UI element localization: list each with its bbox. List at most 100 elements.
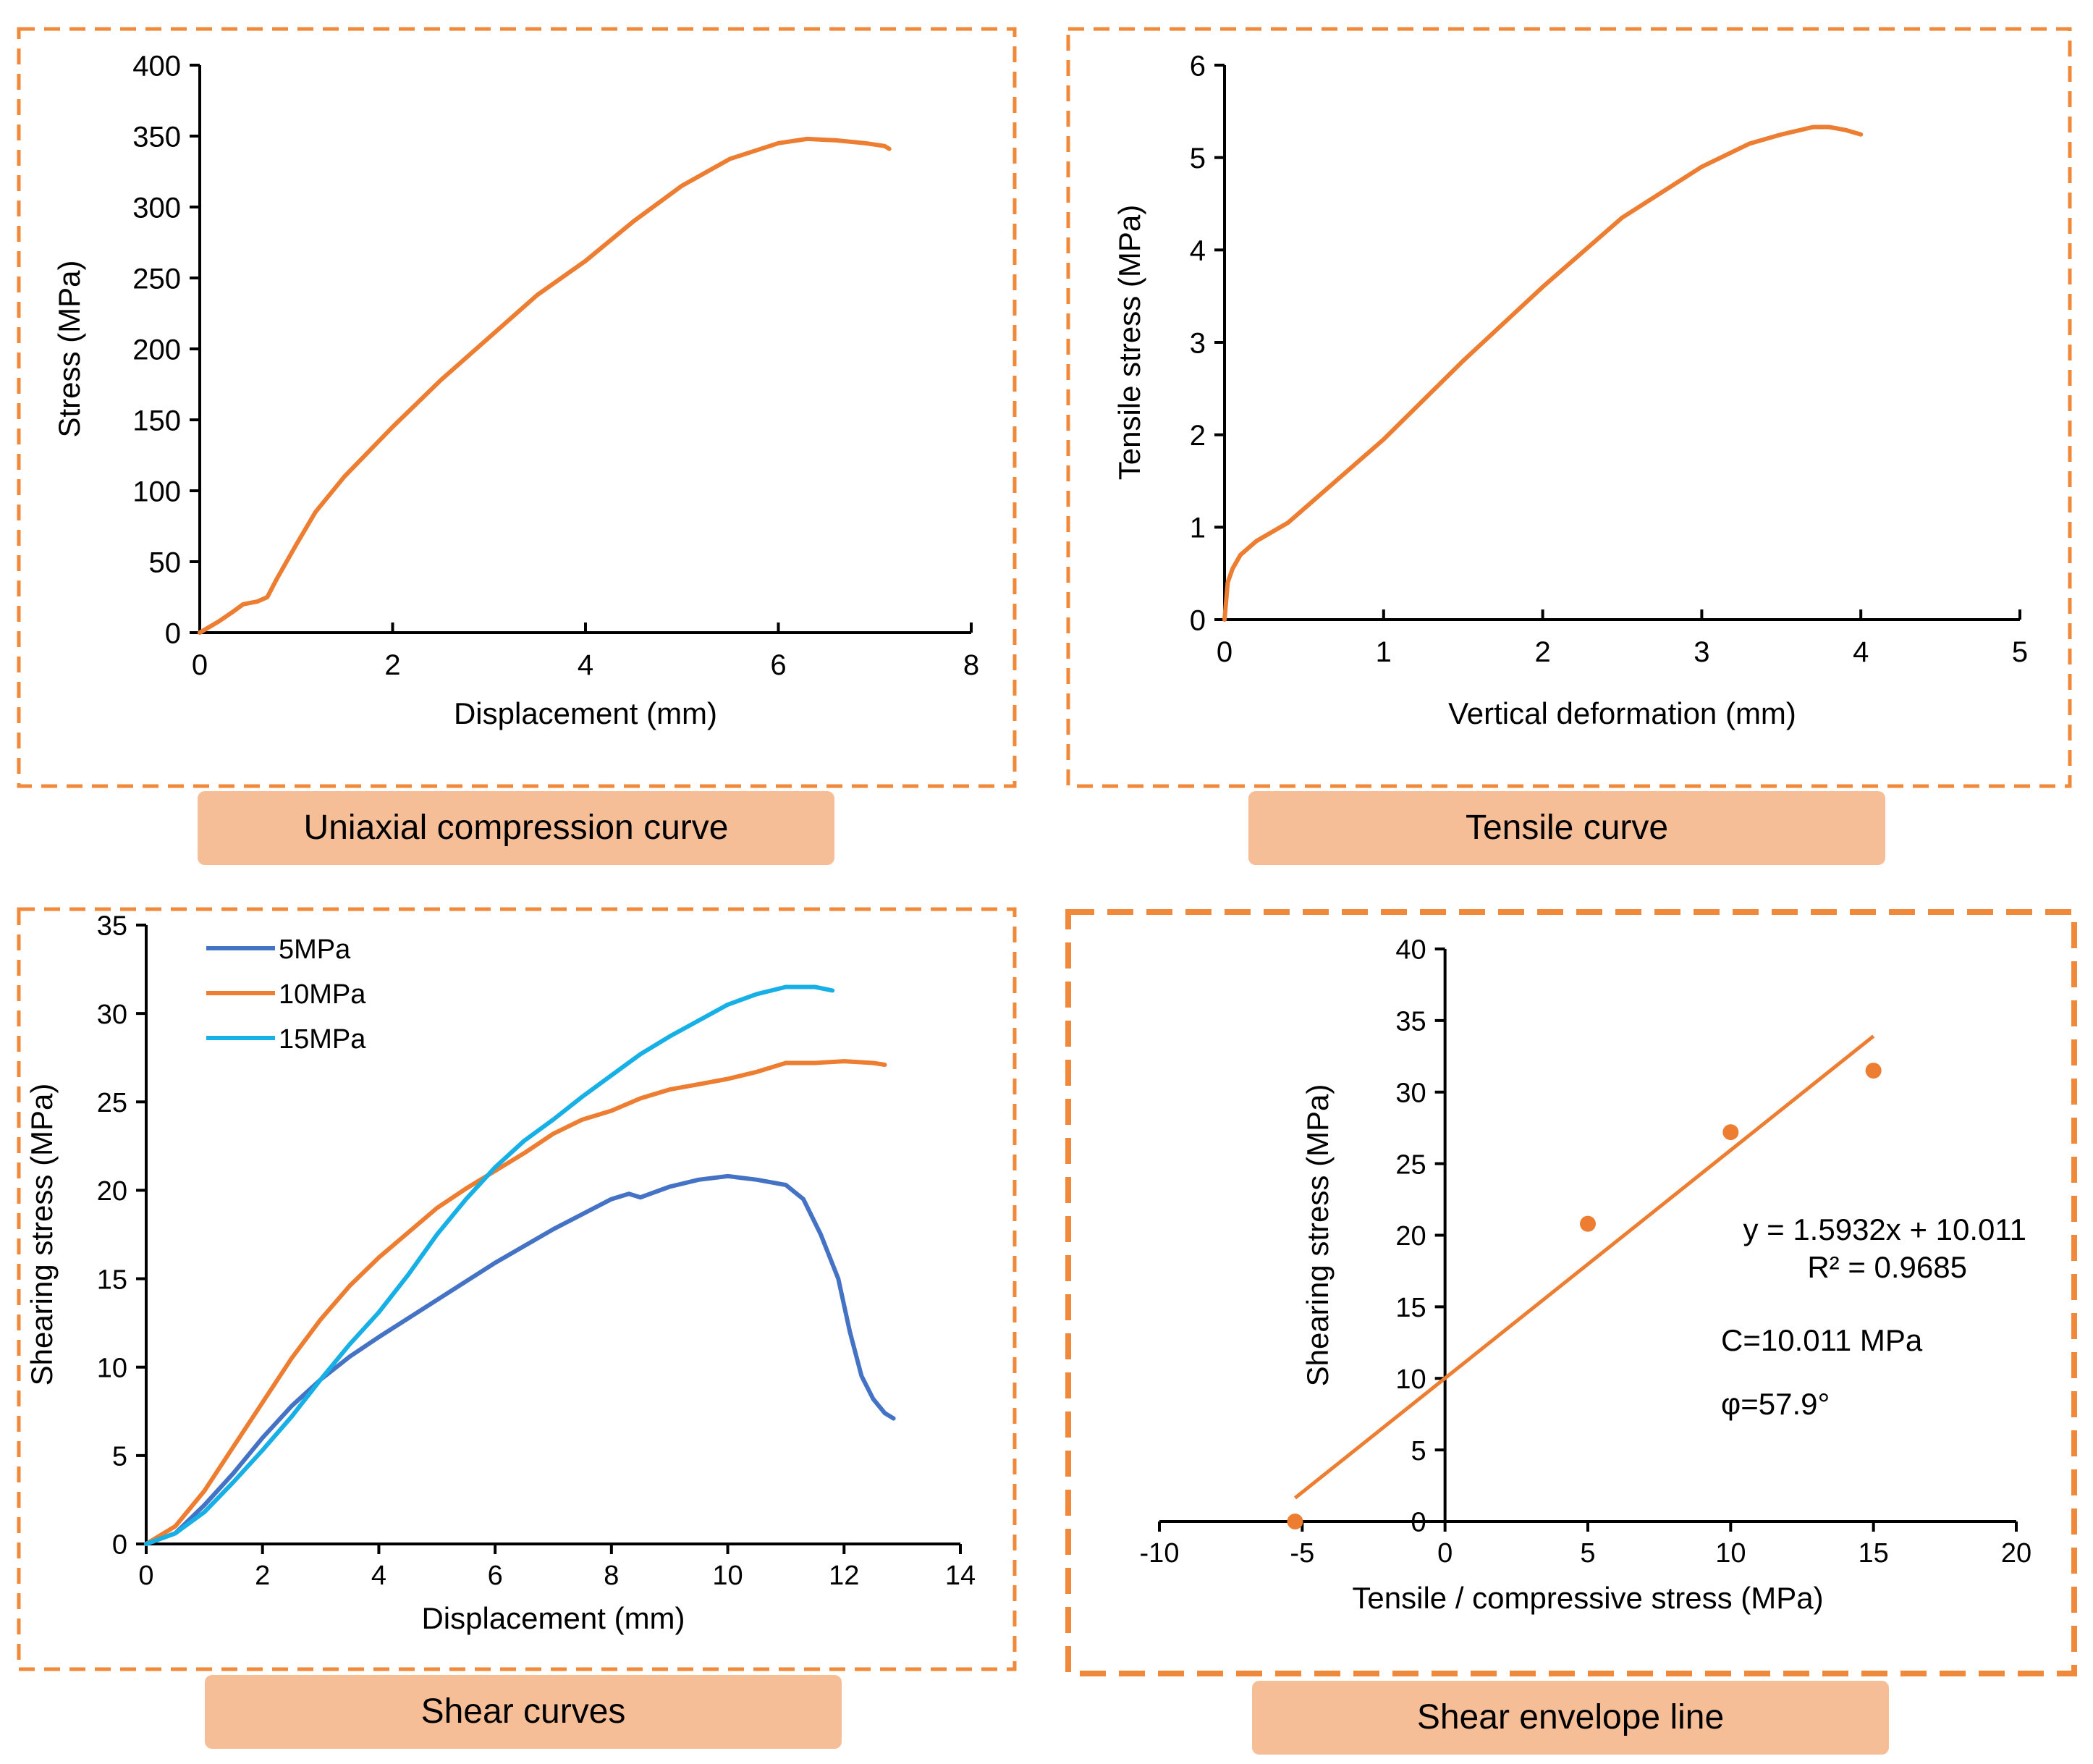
x-axis-label: Vertical deformation (mm)	[1448, 696, 1796, 730]
legend-label-5mpa: 5MPa	[279, 934, 351, 965]
x-tick-label: 3	[1694, 636, 1709, 668]
y-tick-label: 5	[112, 1442, 127, 1472]
chart-uniaxial-compression: 0 2 4 6 8 0 50 100 150 200 250 300 350 400 Displacemen…	[52, 50, 979, 730]
series-line	[1222, 125, 1864, 622]
x-tick-label: 6	[770, 649, 786, 681]
x-tick-label: 2	[384, 649, 400, 681]
x-tick-label: 0	[1437, 1538, 1453, 1569]
y-tick-label: 25	[97, 1088, 127, 1118]
caption-tensile: Tensile curve	[1466, 809, 1668, 847]
caption-box-envelope	[1252, 1681, 1889, 1755]
y-tick-label: 20	[97, 1176, 127, 1207]
x-axis-label: Tensile / compressive stress (MPa)	[1352, 1581, 1823, 1615]
panel-frame-shear	[17, 907, 1017, 1671]
y-axis-label: Tensile stress (MPa)	[1112, 205, 1146, 480]
x-axis-label: Displacement (mm)	[421, 1601, 685, 1635]
x-tick-label: 0	[138, 1561, 153, 1591]
y-tick-label: 5	[1190, 143, 1206, 174]
y-tick-label: 10	[1395, 1364, 1426, 1395]
y-tick-label: 30	[97, 1000, 127, 1030]
y-tick-label: 20	[1395, 1221, 1426, 1252]
y-tick-label: 30	[1395, 1078, 1426, 1108]
y-tick-label: 6	[1190, 50, 1206, 82]
data-point	[1722, 1124, 1739, 1141]
equation-label: y = 1.5932x + 10.011	[1743, 1212, 2026, 1246]
y-tick-label: 250	[132, 263, 181, 295]
x-tick-label: 0	[192, 649, 208, 681]
y-axis-label: Shearing stress (MPa)	[25, 1084, 59, 1386]
cohesion-label: C=10.011 MPa	[1721, 1323, 1923, 1357]
y-tick-label: 35	[1395, 1007, 1426, 1037]
y-tick-label: 4	[1190, 235, 1206, 267]
r-squared-label: R² = 0.9685	[1807, 1250, 1967, 1284]
x-tick-label: 12	[829, 1561, 859, 1591]
x-tick-label: 4	[578, 649, 593, 681]
x-tick-label: 10	[1715, 1538, 1746, 1569]
x-tick-label: 1	[1376, 636, 1392, 668]
y-tick-label: 50	[149, 546, 182, 578]
caption-compression: Uniaxial compression curve	[304, 809, 729, 847]
x-tick-label: 6	[488, 1561, 503, 1591]
x-tick-label: 5	[2012, 636, 2028, 668]
y-tick-label: 100	[132, 476, 181, 507]
x-axis-label: Displacement (mm)	[454, 696, 717, 730]
y-tick-label: 2	[1190, 420, 1206, 452]
y-tick-label: 400	[132, 50, 181, 82]
x-tick-label: -5	[1290, 1538, 1314, 1569]
series-line	[198, 136, 892, 635]
caption-box-tensile	[1248, 791, 1885, 865]
x-tick-label: 2	[1534, 636, 1550, 668]
y-tick-label: 200	[132, 334, 181, 366]
y-tick-label: 25	[1395, 1149, 1426, 1180]
data-point	[1580, 1215, 1596, 1232]
y-axis-label: Stress (MPa)	[52, 260, 86, 437]
x-tick-label: 8	[604, 1561, 619, 1591]
y-tick-label: 150	[132, 405, 181, 436]
panel-frame-envelope	[1065, 909, 2077, 1676]
y-tick-label: 0	[112, 1530, 127, 1561]
y-tick-label: 0	[165, 617, 181, 649]
x-tick-label: 20	[2001, 1538, 2031, 1569]
series-line-15mpa	[144, 984, 835, 1546]
series-line-10mpa	[144, 1059, 887, 1546]
y-axis-label: Shearing stress (MPa)	[1301, 1084, 1335, 1387]
y-tick-label: 40	[1395, 935, 1426, 966]
y-tick-label: 15	[1395, 1293, 1426, 1323]
y-tick-label: 3	[1190, 327, 1206, 359]
legend-label-10mpa: 10MPa	[279, 979, 366, 1010]
chart-shear-envelope: -10 -5 0 5 10 15 20 0 5 10 15 20 25 30 35 40 Tensile / c…	[1140, 935, 2032, 1615]
y-tick-label: 5	[1411, 1436, 1426, 1467]
caption-envelope: Shear envelope line	[1417, 1698, 1724, 1736]
y-tick-label: 1	[1190, 512, 1206, 544]
x-tick-label: 4	[371, 1561, 386, 1591]
friction-angle-label: φ=57.9°	[1721, 1387, 1830, 1421]
x-tick-label: 0	[1217, 636, 1232, 668]
series-line-5mpa	[144, 1173, 896, 1546]
data-point	[1865, 1063, 1882, 1079]
panel-frame-tensile	[1066, 27, 2072, 788]
chart-shear-curves: 0 2 4 6 8 10 12 14 0 5 10 15 20 25 30 35 Displacement (m…	[25, 911, 976, 1635]
y-tick-label: 15	[97, 1265, 127, 1295]
x-tick-label: 10	[712, 1561, 743, 1591]
x-tick-label: -10	[1140, 1538, 1180, 1569]
y-tick-label: 300	[132, 192, 181, 224]
x-tick-label: 4	[1853, 636, 1869, 668]
data-point	[1287, 1514, 1303, 1529]
caption-shear: Shear curves	[421, 1692, 626, 1731]
y-tick-label: 10	[97, 1353, 127, 1383]
chart-tensile: 0 1 2 3 4 5 0 1 2 3 4 5 6 Vertical deformation (mm) Te…	[1112, 50, 2028, 730]
caption-box-shear	[205, 1675, 842, 1749]
panel-frame-compression	[17, 27, 1017, 788]
y-tick-label: 35	[97, 911, 127, 942]
caption-box-compression	[198, 791, 834, 865]
y-tick-label: 350	[132, 121, 181, 153]
x-tick-label: 14	[945, 1561, 976, 1591]
y-tick-label: 0	[1411, 1508, 1426, 1538]
x-tick-label: 5	[1580, 1538, 1595, 1569]
trendline	[1293, 1034, 1875, 1500]
y-tick-label: 0	[1190, 604, 1206, 636]
x-tick-label: 2	[255, 1561, 270, 1591]
legend-label-15mpa: 15MPa	[279, 1024, 366, 1055]
x-tick-label: 8	[963, 649, 979, 681]
